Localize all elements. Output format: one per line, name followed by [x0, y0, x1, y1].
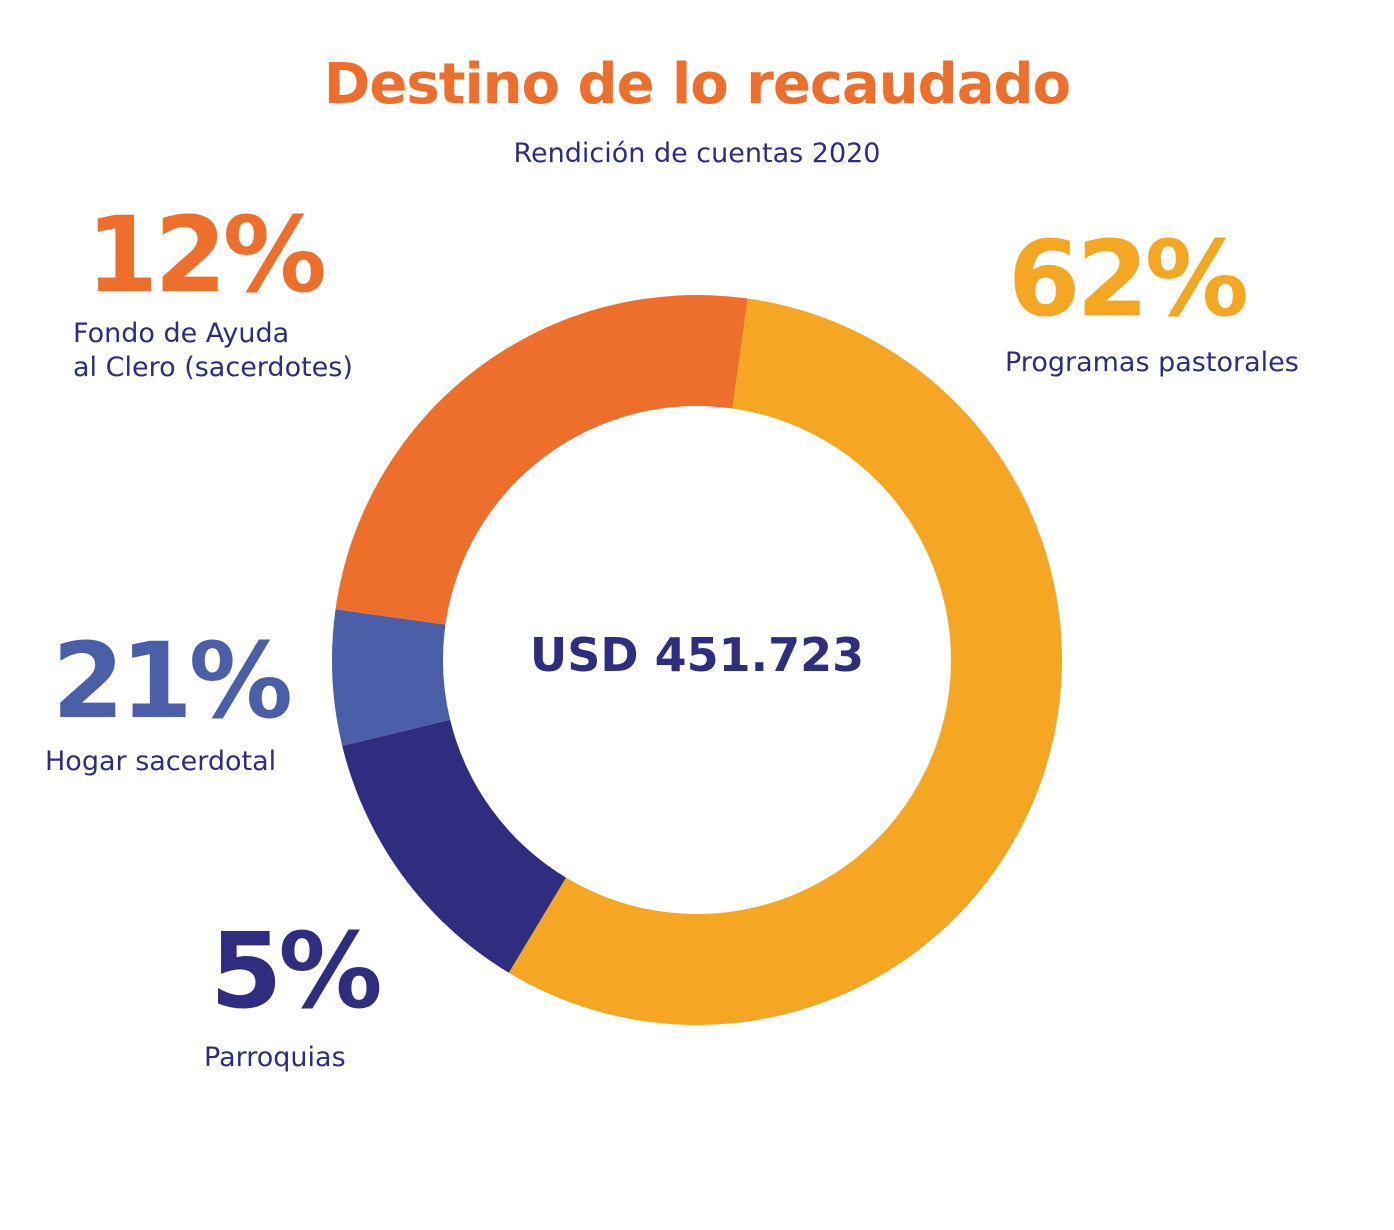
label-programas: Programas pastorales: [1005, 347, 1299, 378]
chart-title: Destino de lo recaudado: [323, 52, 1071, 117]
label-fondo-line1: Fondo de Ayuda: [73, 318, 290, 349]
label-pct-parroquias: 5%: [210, 910, 383, 1032]
center-total: USD 451.723: [529, 628, 865, 682]
label-fondo-line2: al Clero (sacerdotes): [73, 352, 353, 383]
label-parroquias: Parroquias: [204, 1042, 346, 1073]
chart-subtitle: Rendición de cuentas 2020: [513, 138, 881, 169]
label-pct-hogar: 21%: [52, 620, 293, 742]
donut-slice-1: [342, 719, 567, 973]
donut-slice-2: [332, 609, 451, 746]
donut-slice-3: [335, 295, 748, 625]
label-hogar: Hogar sacerdotal: [45, 746, 277, 777]
donut-slice-0: [508, 298, 1063, 1026]
label-pct-fondo: 12%: [86, 194, 327, 316]
label-pct-programas: 62%: [1008, 218, 1249, 340]
